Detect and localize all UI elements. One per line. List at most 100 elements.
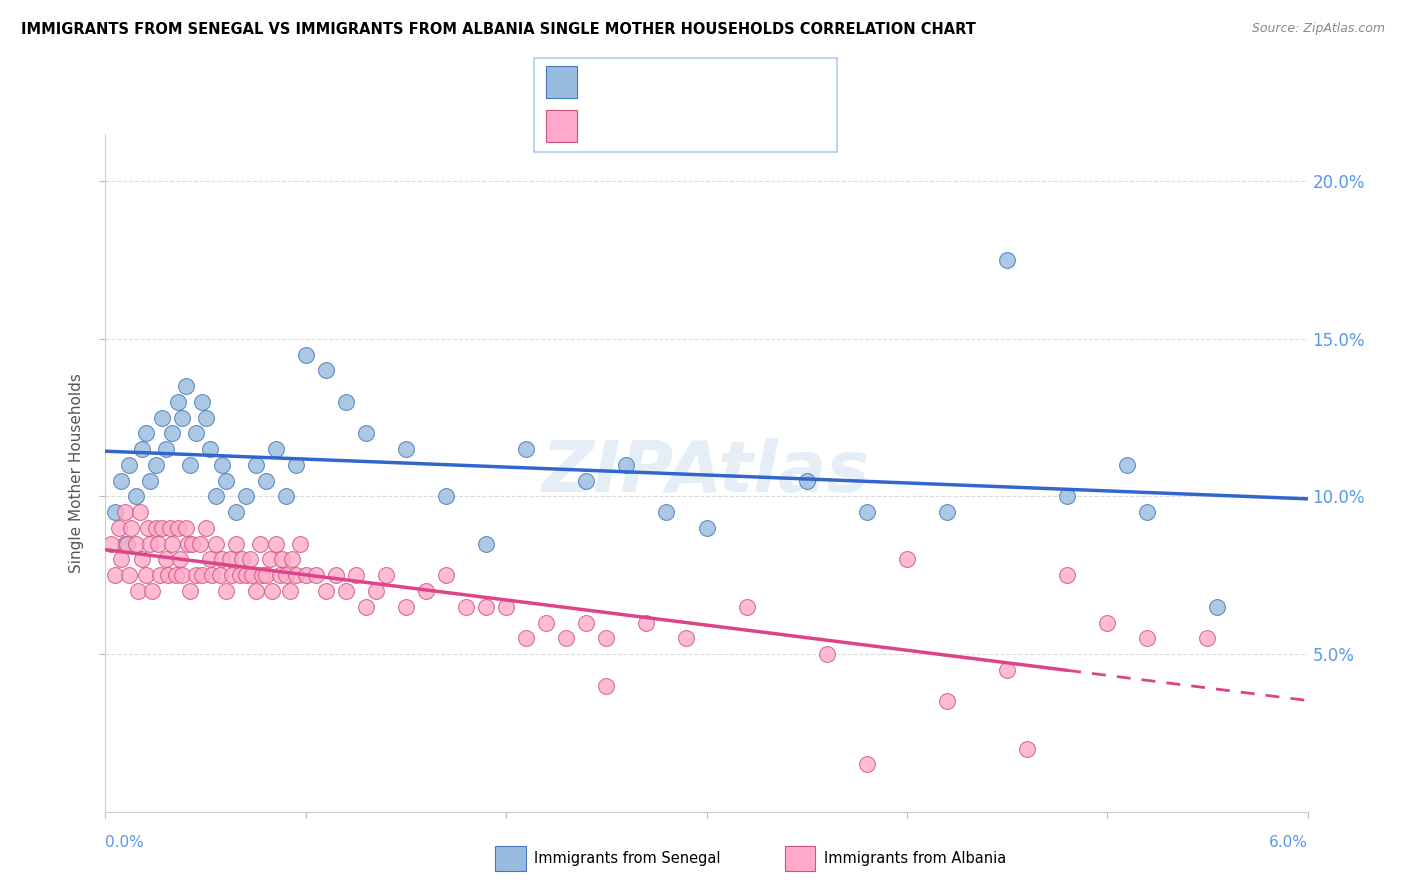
Text: N = 50: N = 50 xyxy=(721,75,782,90)
Point xyxy=(165,568,187,582)
Point xyxy=(231,552,253,566)
Point xyxy=(225,537,247,551)
Point xyxy=(995,663,1018,677)
Point xyxy=(170,410,193,425)
Text: N = 98: N = 98 xyxy=(721,119,782,134)
Point xyxy=(160,537,183,551)
Text: ZIPAtlas: ZIPAtlas xyxy=(543,438,870,508)
Point xyxy=(636,615,658,630)
Point xyxy=(135,568,157,582)
Point xyxy=(415,584,437,599)
Text: IMMIGRANTS FROM SENEGAL VS IMMIGRANTS FROM ALBANIA SINGLE MOTHER HOUSEHOLDS CORR: IMMIGRANTS FROM SENEGAL VS IMMIGRANTS FR… xyxy=(21,22,976,37)
Point xyxy=(515,442,537,456)
Point xyxy=(1136,632,1159,646)
Point xyxy=(274,490,297,504)
FancyBboxPatch shape xyxy=(534,58,837,152)
Point xyxy=(575,474,598,488)
Point xyxy=(148,568,170,582)
Point xyxy=(395,599,418,614)
Point xyxy=(104,505,127,519)
Point xyxy=(1197,632,1219,646)
Point xyxy=(374,568,396,582)
Point xyxy=(575,615,598,630)
Point xyxy=(855,757,877,772)
Point xyxy=(364,584,387,599)
Point xyxy=(211,552,233,566)
Point xyxy=(305,568,328,582)
Point xyxy=(170,568,193,582)
Point xyxy=(184,568,207,582)
Point xyxy=(815,647,838,661)
Point xyxy=(555,632,578,646)
Text: Immigrants from Albania: Immigrants from Albania xyxy=(824,851,1007,865)
Point xyxy=(114,537,136,551)
Point xyxy=(315,363,337,377)
Point xyxy=(395,442,418,456)
Point xyxy=(1056,568,1078,582)
Point xyxy=(150,521,173,535)
Point xyxy=(150,410,173,425)
Point xyxy=(166,394,188,409)
Point xyxy=(1136,505,1159,519)
Point xyxy=(188,537,211,551)
Point xyxy=(294,568,316,582)
Point xyxy=(156,568,179,582)
Point xyxy=(434,490,457,504)
Text: R = -0.118: R = -0.118 xyxy=(592,119,678,134)
Point xyxy=(169,552,191,566)
Point xyxy=(284,458,307,472)
Point xyxy=(695,521,717,535)
Point xyxy=(495,599,517,614)
Point xyxy=(117,537,139,551)
Point xyxy=(264,442,287,456)
Point xyxy=(218,552,240,566)
Point xyxy=(995,252,1018,267)
Point xyxy=(515,632,537,646)
Point xyxy=(155,442,177,456)
Point xyxy=(735,599,758,614)
Point xyxy=(138,537,160,551)
Point xyxy=(614,458,637,472)
Point xyxy=(278,584,301,599)
Point xyxy=(146,537,169,551)
Point xyxy=(155,552,177,566)
Point xyxy=(354,599,377,614)
Point xyxy=(288,537,311,551)
Point xyxy=(176,537,198,551)
Point xyxy=(118,458,141,472)
Point xyxy=(354,426,377,441)
Point xyxy=(108,521,131,535)
Point xyxy=(159,521,181,535)
Point xyxy=(896,552,918,566)
Point xyxy=(110,552,132,566)
Bar xyxy=(547,66,576,98)
Point xyxy=(1116,458,1139,472)
Point xyxy=(264,537,287,551)
Point xyxy=(239,552,262,566)
Point xyxy=(655,505,678,519)
Text: Source: ZipAtlas.com: Source: ZipAtlas.com xyxy=(1251,22,1385,36)
Point xyxy=(936,694,959,708)
Point xyxy=(855,505,877,519)
Point xyxy=(228,568,250,582)
Point xyxy=(127,584,149,599)
Text: 6.0%: 6.0% xyxy=(1268,836,1308,850)
Y-axis label: Single Mother Households: Single Mother Households xyxy=(69,373,84,573)
Text: Immigrants from Senegal: Immigrants from Senegal xyxy=(534,851,721,865)
Point xyxy=(250,568,273,582)
Point xyxy=(325,568,347,582)
Point xyxy=(190,568,212,582)
Point xyxy=(260,584,283,599)
Point xyxy=(174,521,197,535)
Text: 0.0%: 0.0% xyxy=(105,836,145,850)
Point xyxy=(184,426,207,441)
Point xyxy=(136,521,159,535)
Point xyxy=(235,568,257,582)
Point xyxy=(204,490,226,504)
Point xyxy=(335,584,357,599)
Point xyxy=(198,552,221,566)
Bar xyxy=(547,111,576,142)
Point xyxy=(204,537,226,551)
Point xyxy=(121,521,143,535)
Point xyxy=(110,474,132,488)
